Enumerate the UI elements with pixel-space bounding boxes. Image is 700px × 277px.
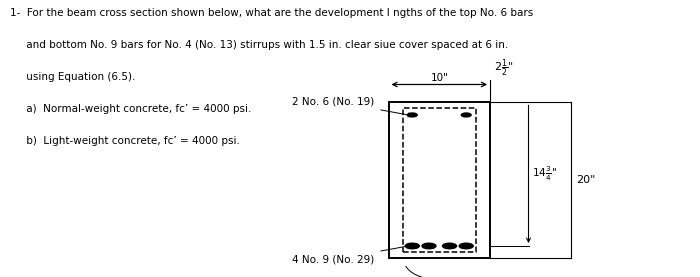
- Circle shape: [405, 243, 419, 249]
- Text: 2 No. 6 (No. 19): 2 No. 6 (No. 19): [293, 97, 374, 107]
- Text: b)  Light-weight concrete, fc’ = 4000 psi.: b) Light-weight concrete, fc’ = 4000 psi…: [10, 136, 240, 146]
- Circle shape: [442, 243, 456, 249]
- Bar: [402, 108, 476, 252]
- Text: a)  Normal-weight concrete, fc’ = 4000 psi.: a) Normal-weight concrete, fc’ = 4000 ps…: [10, 104, 252, 114]
- Text: 20": 20": [576, 175, 596, 185]
- Text: 4 No. 9 (No. 29): 4 No. 9 (No. 29): [293, 254, 374, 264]
- Circle shape: [459, 243, 473, 249]
- Text: $14\frac{3}{4}$": $14\frac{3}{4}$": [532, 165, 557, 183]
- Text: 10": 10": [430, 73, 448, 83]
- Circle shape: [461, 113, 471, 117]
- Bar: [389, 102, 490, 258]
- Text: $2\frac{1}{2}$": $2\frac{1}{2}$": [494, 57, 513, 79]
- Circle shape: [422, 243, 436, 249]
- Text: 1-  For the beam cross section shown below, what are the development l ngths of : 1- For the beam cross section shown belo…: [10, 8, 533, 18]
- Text: using Equation (6.5).: using Equation (6.5).: [10, 72, 136, 82]
- Circle shape: [407, 113, 417, 117]
- Text: and bottom No. 9 bars for No. 4 (No. 13) stirrups with 1.5 in. clear siue cover : and bottom No. 9 bars for No. 4 (No. 13)…: [10, 40, 509, 50]
